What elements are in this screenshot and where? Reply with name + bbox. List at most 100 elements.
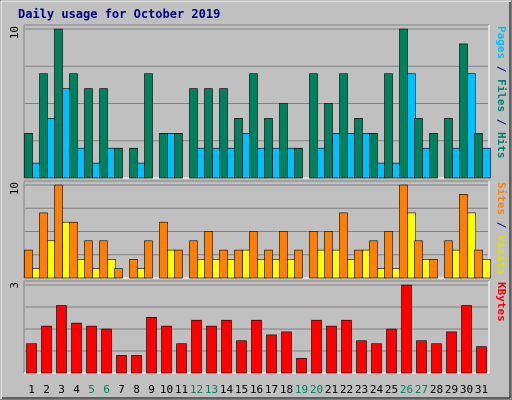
legend-part: KBytes <box>495 282 508 322</box>
x-tick-label-day-20: 20 <box>310 383 323 396</box>
bar-hits-day-6 <box>99 88 108 179</box>
x-tick-label-day-3: 3 <box>58 383 65 396</box>
bar-visits-day-19 <box>294 249 303 279</box>
bar-hits-day-26 <box>399 28 408 179</box>
bar-kbytes-day-1 <box>26 343 37 374</box>
bar-kbytes-day-7 <box>116 355 127 374</box>
x-tick-label-day-9: 9 <box>148 383 155 396</box>
bar-kbytes-day-18 <box>281 331 292 374</box>
x-tick-label-day-18: 18 <box>280 383 293 396</box>
bar-hits-day-20 <box>309 73 318 179</box>
legend-part: Pages <box>495 26 508 59</box>
bar-kbytes-day-5 <box>86 325 97 374</box>
x-tick-label-day-11: 11 <box>175 383 188 396</box>
bar-hits-day-15 <box>234 118 243 179</box>
bar-hits-day-16 <box>249 73 258 179</box>
panel-hits-files-pages: 10 Pages / Files / Hits <box>8 24 508 179</box>
legend-hits-files-pages: Pages / Files / Hits <box>495 26 508 159</box>
legend-part: Hits <box>495 132 508 159</box>
bar-visits-day-26 <box>399 184 408 279</box>
bar-visits-day-27 <box>414 240 423 279</box>
bar-hits-day-25 <box>384 73 393 179</box>
bar-visits-day-15 <box>234 249 243 279</box>
panel-kbytes: 3 KBytes <box>8 280 508 374</box>
legend-part: / <box>495 215 508 235</box>
x-tick-label-day-28: 28 <box>430 383 443 396</box>
bar-hits-day-28 <box>429 133 438 179</box>
bar-visits-day-7 <box>114 268 123 279</box>
x-tick-label-day-10: 10 <box>160 383 173 396</box>
x-tick-label-day-14: 14 <box>220 383 234 396</box>
bar-hits-day-31 <box>474 133 483 179</box>
x-tick-label-day-12: 12 <box>190 383 203 396</box>
bar-visits-day-23 <box>354 249 363 279</box>
bar-hits-day-30 <box>459 43 468 179</box>
x-tick-label-day-2: 2 <box>43 383 50 396</box>
bar-hits-day-24 <box>369 133 378 179</box>
x-tick-label-day-16: 16 <box>250 383 263 396</box>
bar-files-day-31 <box>482 147 491 179</box>
bar-kbytes-day-12 <box>191 319 202 374</box>
bar-kbytes-day-26 <box>401 284 412 374</box>
bar-kbytes-day-17 <box>266 334 277 374</box>
bar-kbytes-day-20 <box>311 319 322 374</box>
x-tick-label-day-13: 13 <box>205 383 218 396</box>
x-tick-label-day-5: 5 <box>88 383 95 396</box>
bar-kbytes-day-4 <box>71 322 82 374</box>
bar-visits-day-22 <box>339 212 348 279</box>
bar-visits-day-10 <box>159 221 168 279</box>
bar-kbytes-day-25 <box>386 328 397 374</box>
x-tick-label-day-19: 19 <box>295 383 308 396</box>
bar-visits-day-8 <box>129 259 138 279</box>
bar-visits-day-16 <box>249 231 258 279</box>
bar-hits-day-8 <box>129 147 138 179</box>
x-tick-label-day-15: 15 <box>235 383 248 396</box>
legend-part: Files <box>495 79 508 112</box>
bar-hits-day-19 <box>294 147 303 179</box>
bar-visits-day-17 <box>264 249 273 279</box>
bar-sites-day-31 <box>482 259 491 279</box>
bar-visits-day-5 <box>84 240 93 279</box>
bar-hits-day-2 <box>39 73 48 179</box>
y-axis-max-label: 3 <box>8 282 21 289</box>
bar-kbytes-day-3 <box>56 305 67 374</box>
bar-hits-day-22 <box>339 73 348 179</box>
x-tick-label-day-17: 17 <box>265 383 278 396</box>
bar-hits-day-13 <box>204 88 213 179</box>
bar-kbytes-day-27 <box>416 340 427 374</box>
x-tick-label-day-25: 25 <box>385 383 398 396</box>
x-tick-label-day-27: 27 <box>415 383 428 396</box>
bar-kbytes-day-19 <box>296 357 307 374</box>
bar-visits-day-20 <box>309 231 318 279</box>
x-tick-label-day-7: 7 <box>118 383 125 396</box>
legend-part: Visits <box>495 235 508 275</box>
legend-part: / <box>495 112 508 132</box>
bar-visits-day-9 <box>144 240 153 279</box>
bar-visits-day-2 <box>39 212 48 279</box>
chart-panels: 10 Pages / Files / Hits 10 Sites / Visits 3 K… <box>8 24 508 374</box>
bar-visits-day-13 <box>204 231 213 279</box>
bar-visits-day-30 <box>459 194 468 279</box>
x-tick-label-day-6: 6 <box>103 383 110 396</box>
bar-kbytes-day-14 <box>221 319 232 374</box>
bar-visits-day-12 <box>189 240 198 279</box>
bar-visits-day-4 <box>69 221 78 279</box>
x-tick-label-day-8: 8 <box>133 383 140 396</box>
bar-kbytes-day-9 <box>146 316 157 374</box>
y-axis-max-label: 10 <box>8 26 21 39</box>
bar-hits-day-17 <box>264 118 273 179</box>
bar-visits-day-1 <box>24 249 33 279</box>
bar-kbytes-day-15 <box>236 340 247 374</box>
bar-kbytes-day-13 <box>206 325 217 374</box>
bar-visits-day-24 <box>369 240 378 279</box>
bar-kbytes-day-8 <box>131 355 142 374</box>
bar-kbytes-day-16 <box>251 319 262 374</box>
bar-kbytes-day-21 <box>326 325 337 374</box>
bar-visits-day-18 <box>279 231 288 279</box>
x-tick-label-day-23: 23 <box>355 383 368 396</box>
bar-hits-day-5 <box>84 88 93 179</box>
x-tick-label-day-1: 1 <box>28 383 35 396</box>
bar-hits-day-14 <box>219 88 228 179</box>
legend-kbytes: KBytes <box>495 282 508 322</box>
